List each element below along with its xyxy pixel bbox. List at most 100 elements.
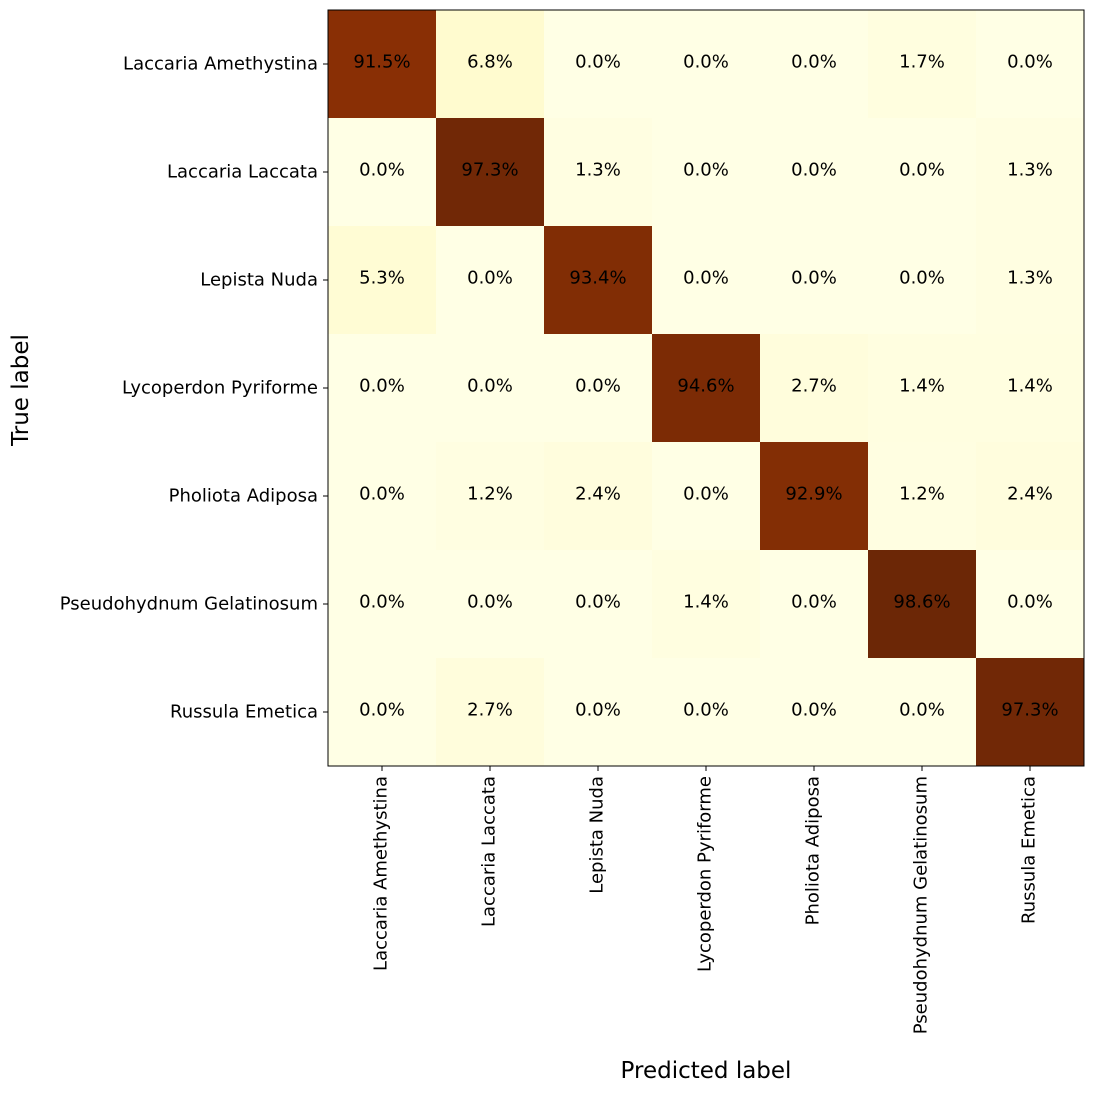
cell-value-label: 0.0% [575,700,621,721]
heatmap-cell [328,118,437,227]
x-tick-label: Lepista Nuda [587,776,608,894]
heatmap-cell [868,118,977,227]
heatmap-cell [868,658,977,767]
heatmap-cell [436,550,545,659]
heatmap-cell [436,334,545,443]
cell-value-label: 0.0% [899,160,945,181]
heatmap-cell [328,10,437,119]
cell-value-label: 1.2% [899,484,945,505]
y-tick-label: Pseudohydnum Gelatinosum [60,594,318,615]
cell-value-label: 91.5% [353,52,410,73]
heatmap-cell [868,334,977,443]
cell-value-label: 1.4% [1007,376,1053,397]
cell-value-label: 92.9% [785,484,842,505]
y-axis-title: True label [8,334,34,447]
heatmap-cell [652,226,761,335]
cell-value-label: 97.3% [1001,700,1058,721]
cell-value-label: 0.0% [899,268,945,289]
cell-value-label: 0.0% [791,268,837,289]
cell-value-label: 0.0% [791,592,837,613]
heatmap-cell [328,550,437,659]
heatmap-cell-labels: 91.5% 6.8% 0.0% 0.0% 0.0% 1.7% 0.0% 0.0% 97.3% 1.… [353,52,1058,721]
cell-value-label: 2.4% [575,484,621,505]
heatmap-cell [760,442,869,551]
cell-value-label: 0.0% [467,376,513,397]
cell-value-label: 0.0% [359,376,405,397]
cell-value-label: 0.0% [791,52,837,73]
cell-value-label: 2.7% [791,376,837,397]
y-tick-label: Lepista Nuda [200,270,318,291]
heatmap-cell [868,10,977,119]
heatmap-cell [436,118,545,227]
y-axis-ticks: Laccaria Amethystina Laccaria Laccata Lepi… [60,54,328,723]
cell-value-label: 0.0% [791,700,837,721]
cell-value-label: 6.8% [467,52,513,73]
heatmap-cell [544,334,653,443]
cell-value-label: 97.3% [461,160,518,181]
cell-value-label: 1.4% [683,592,729,613]
heatmap-cell [760,334,869,443]
cell-value-label: 0.0% [683,700,729,721]
cell-value-label: 0.0% [359,592,405,613]
cell-value-label: 0.0% [359,160,405,181]
heatmap-cell [868,226,977,335]
cell-value-label: 1.3% [1007,268,1053,289]
heatmap-cell [544,10,653,119]
x-tick-label: Laccaria Laccata [479,776,500,927]
x-axis-ticks: Laccaria Amethystina Laccaria Laccata Lepi… [371,766,1040,1034]
heatmap-cell [652,118,761,227]
y-tick-label: Laccaria Laccata [167,162,318,183]
heatmap-cell [544,550,653,659]
cell-value-label: 2.7% [467,700,513,721]
heatmap-cell [436,10,545,119]
heatmap-cell [976,10,1085,119]
heatmap-cell [652,658,761,767]
heatmap-cell [976,658,1085,767]
heatmap-cell [436,658,545,767]
cell-value-label: 1.3% [1007,160,1053,181]
heatmap-cell [976,550,1085,659]
cell-value-label: 98.6% [893,592,950,613]
cell-value-label: 1.7% [899,52,945,73]
x-tick-label: Laccaria Amethystina [371,776,392,971]
heatmap-cell [760,550,869,659]
cell-value-label: 5.3% [359,268,405,289]
cell-value-label: 0.0% [1007,592,1053,613]
heatmap-cell [544,226,653,335]
y-tick-label: Pholiota Adiposa [169,486,318,507]
cell-value-label: 0.0% [683,52,729,73]
heatmap-cell [652,442,761,551]
heatmap-cell [976,226,1085,335]
heatmap-cell [328,442,437,551]
x-tick-label: Pholiota Adiposa [803,776,824,925]
cell-value-label: 0.0% [575,376,621,397]
heatmap-cell [760,658,869,767]
x-tick-label: Pseudohydnum Gelatinosum [911,776,932,1034]
cell-value-label: 94.6% [677,376,734,397]
heatmap-cell [544,118,653,227]
x-axis-title: Predicted label [621,1058,792,1084]
heatmap-cell [976,334,1085,443]
cell-value-label: 93.4% [569,268,626,289]
cell-value-label: 0.0% [899,700,945,721]
cell-value-label: 0.0% [791,160,837,181]
heatmap-cell [976,118,1085,227]
cell-value-label: 2.4% [1007,484,1053,505]
heatmap-cell [652,550,761,659]
cell-value-label: 0.0% [575,592,621,613]
heatmap-cell [760,118,869,227]
heatmap-cell [544,658,653,767]
heatmap-cells [328,10,1085,767]
heatmap-cell [868,550,977,659]
heatmap-cell [976,442,1085,551]
heatmap-cell [652,10,761,119]
heatmap-cell [436,442,545,551]
x-tick-label: Lycoperdon Pyriforme [695,776,716,972]
heatmap-cell [544,442,653,551]
y-tick-label: Lycoperdon Pyriforme [122,378,318,399]
cell-value-label: 0.0% [1007,52,1053,73]
heatmap-cell [436,226,545,335]
cell-value-label: 1.3% [575,160,621,181]
cell-value-label: 1.4% [899,376,945,397]
